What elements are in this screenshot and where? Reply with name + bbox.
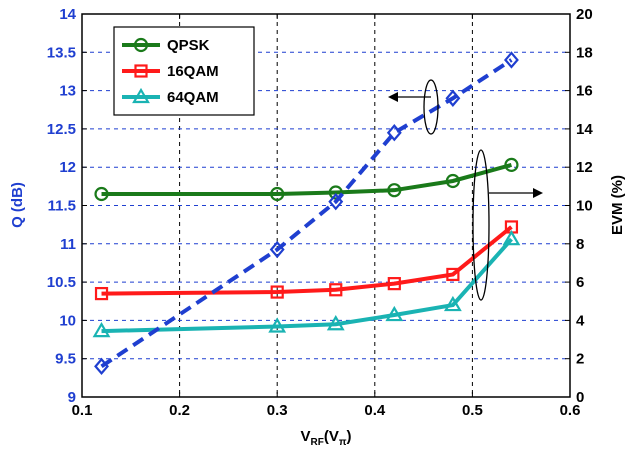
y-right-tick-label: 14 — [576, 121, 593, 138]
data-point — [328, 192, 344, 211]
series-line — [101, 237, 513, 334]
annotation-arrow-head — [533, 188, 543, 198]
y-left-tick-label: 14 — [59, 6, 76, 23]
series-line — [101, 162, 512, 197]
data-point — [270, 285, 284, 299]
data-point — [446, 267, 460, 282]
data-point — [270, 186, 285, 202]
y-left-tick-label: 9 — [68, 389, 76, 406]
y-left-tick-label: 13 — [59, 83, 76, 100]
legend-label: 16QAM — [167, 63, 219, 80]
annotation-arrow-head — [388, 92, 398, 102]
y-left-tick-label: 13.5 — [47, 44, 76, 61]
x-axis-label-main: V — [300, 428, 310, 445]
y-left-tick-label: 12 — [59, 159, 76, 176]
y-left-tick-label: 11.5 — [48, 198, 76, 215]
data-point — [326, 315, 345, 331]
x-axis-label-mid: (V — [324, 428, 339, 445]
y-axis-label-left: Q (dB) — [9, 182, 26, 228]
data-point — [269, 240, 285, 259]
data-point — [328, 185, 343, 200]
y-right-tick-label: 10 — [576, 198, 593, 215]
data-point — [502, 230, 521, 246]
legend-label: QPSK — [167, 37, 210, 54]
data-point — [503, 51, 519, 69]
data-point — [385, 305, 404, 322]
series-layer — [92, 51, 521, 376]
x-tick-label: 0.5 — [462, 402, 483, 419]
x-tick-label: 0.3 — [267, 402, 288, 419]
y-left-tick-label: 12.5 — [47, 121, 76, 138]
annotation-left-axis — [388, 79, 439, 135]
x-tick-label: 0.6 — [560, 402, 581, 419]
data-point — [387, 183, 402, 198]
series-evm-3 — [94, 51, 519, 376]
y-right-tick-label: 6 — [576, 274, 584, 291]
data-point — [443, 295, 462, 312]
y-right-tick-label: 12 — [576, 159, 593, 176]
legend-marker — [132, 87, 150, 104]
data-point — [386, 124, 402, 142]
y-left-tick-label: 11 — [60, 236, 76, 253]
y-right-tick-label: 20 — [576, 6, 593, 23]
data-point — [445, 89, 461, 107]
series-line — [101, 225, 513, 296]
y-right-tick-label: 8 — [576, 236, 584, 253]
legend-label: 64QAM — [167, 89, 219, 106]
series-qpsk — [94, 157, 519, 202]
legend-marker — [133, 37, 149, 53]
x-tick-label: 0.1 — [72, 402, 93, 419]
data-point — [329, 283, 343, 297]
x-tick-label: 0.4 — [364, 402, 386, 419]
series-16qam — [94, 220, 519, 301]
legend-marker — [134, 64, 148, 78]
y-axis-label-right: EVM (%) — [609, 175, 626, 235]
series-line — [100, 58, 513, 369]
y-right-tick-label: 2 — [576, 351, 584, 368]
plot-border — [81, 13, 571, 398]
y-right-tick-label: 4 — [576, 312, 585, 329]
annotation-ellipse — [423, 79, 439, 135]
y-left-tick-label: 10 — [59, 312, 76, 329]
legend-entry-16qam: 16QAM — [122, 63, 219, 80]
y-left-tick-label: 10.5 — [47, 274, 76, 291]
y-right-tick-label: 0 — [576, 389, 584, 406]
data-point — [94, 357, 109, 376]
data-point — [94, 286, 109, 301]
y-right-tick-label: 16 — [576, 83, 593, 100]
data-point — [387, 277, 401, 291]
x-axis-label-end: ) — [347, 428, 352, 445]
legend-entry-64qam: 64QAM — [122, 87, 219, 106]
x-axis-label-sub1: RF — [311, 437, 324, 448]
annotation-right-axis — [472, 149, 543, 301]
tick-labels: 0.1 0.2 0.3 0.4 0.5 0.6 9 9.5 10 10.5 11 11.5 12 12.5… — [47, 6, 594, 419]
series-64qam — [92, 230, 521, 338]
x-axis-label: VRF(Vπ) — [300, 428, 351, 448]
annotation-ellipse — [472, 149, 490, 301]
y-right-tick-label: 18 — [576, 44, 593, 61]
x-axis-label-sub2: π — [339, 437, 347, 448]
data-point — [92, 321, 111, 338]
annotations — [388, 79, 543, 301]
legend-entry-qpsk: QPSK — [122, 37, 210, 54]
data-point — [94, 186, 109, 202]
y-left-tick-label: 9.5 — [55, 351, 76, 368]
data-point — [445, 173, 460, 189]
data-point — [504, 157, 519, 173]
x-tick-label: 0.2 — [169, 402, 190, 419]
legend: QPSK 16QAM 64QAM — [113, 26, 255, 116]
data-point — [268, 317, 287, 333]
